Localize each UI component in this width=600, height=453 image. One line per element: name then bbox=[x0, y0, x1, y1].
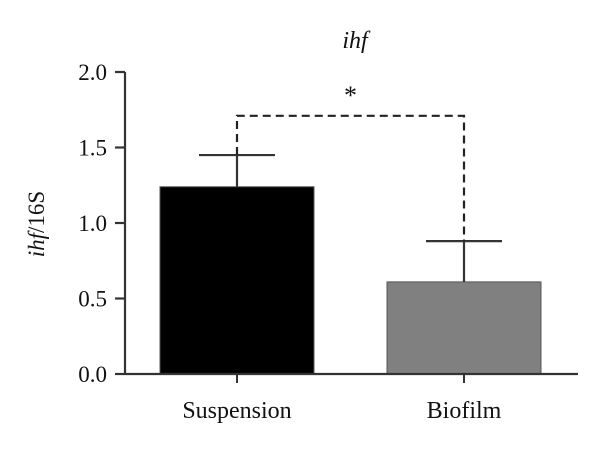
chart-marks: Suspension Biofilm * 0.0 0.5 1.0 1.5 2.0 bbox=[78, 60, 578, 424]
significance-bracket bbox=[235, 114, 466, 242]
y-axis-label-plain: /16S bbox=[24, 191, 49, 233]
y-tick-label-0.0: 0.0 bbox=[78, 362, 107, 387]
significance-label: * bbox=[344, 81, 357, 110]
y-axis-label: ihf/16S bbox=[24, 191, 49, 257]
bar-suspension bbox=[159, 186, 315, 375]
x-tick-label-suspension: Suspension bbox=[182, 398, 291, 424]
bar-biofilm bbox=[386, 281, 542, 375]
y-tick-label-2.0: 2.0 bbox=[78, 60, 107, 85]
chart-title: ihf bbox=[342, 28, 371, 54]
y-tick-label-1.5: 1.5 bbox=[78, 136, 107, 161]
y-tick-label-1.0: 1.0 bbox=[78, 211, 107, 236]
y-tick-label-0.5: 0.5 bbox=[78, 287, 107, 312]
x-tick-label-biofilm: Biofilm bbox=[427, 398, 502, 424]
y-axis-label-italic: ihf bbox=[24, 229, 49, 257]
